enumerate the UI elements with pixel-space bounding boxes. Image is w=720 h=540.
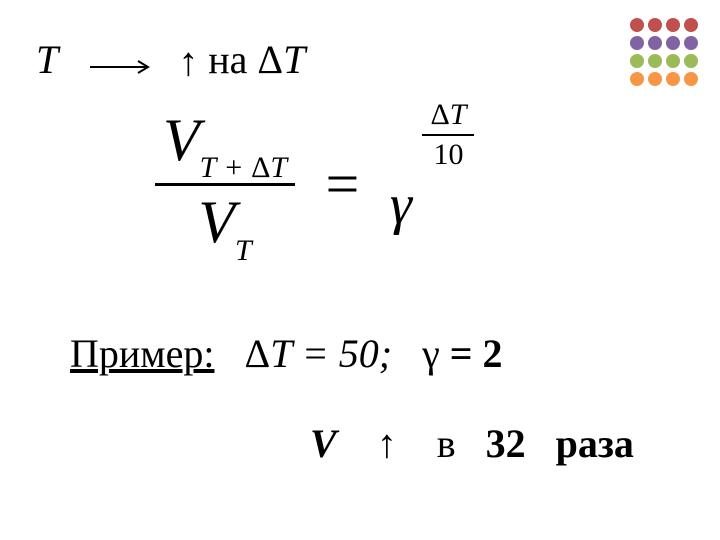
exponent-fraction: ΔT 10: [422, 100, 474, 170]
dot: [630, 72, 644, 86]
premise-line: T ↑ на ΔT: [36, 36, 305, 90]
delta-symbol: Δ: [257, 37, 283, 82]
right-arrow-icon: [90, 37, 154, 84]
subscript-T: T: [200, 151, 216, 184]
variable-T: T: [450, 98, 467, 131]
dot: [666, 36, 680, 50]
dot: [648, 54, 662, 68]
equals-sign: =: [326, 150, 360, 219]
dot: [630, 36, 644, 50]
dot: [630, 54, 644, 68]
dot: [684, 54, 698, 68]
variable-T: T: [270, 331, 292, 376]
dot: [684, 18, 698, 32]
text-na: на: [208, 37, 247, 82]
subscript-T: T: [270, 151, 287, 184]
variable-V: V: [310, 421, 337, 466]
dot: [684, 72, 698, 86]
dot: [648, 18, 662, 32]
variable-V: V: [163, 107, 200, 173]
variable-V: V: [198, 189, 235, 255]
value-50: = 50;: [292, 331, 392, 376]
corner-dots: [630, 18, 698, 86]
value-32: 32: [486, 421, 526, 466]
delta-symbol: Δ: [430, 98, 449, 131]
text-v: в: [437, 421, 456, 466]
main-formula: VT + ΔT VT = γ ΔT 10: [155, 110, 615, 280]
exponent-denominator: 10: [422, 140, 474, 170]
variable-gamma: γ: [422, 331, 440, 376]
example-label: Пример:: [70, 331, 214, 376]
left-fraction: VT + ΔT VT: [155, 110, 295, 260]
dot: [648, 36, 662, 50]
text-raza: раза: [556, 421, 634, 466]
subscript-T: T: [235, 234, 252, 267]
variable-gamma: γ: [390, 173, 412, 237]
dot: [684, 36, 698, 50]
dot: [666, 18, 680, 32]
result-line: V ↑ в 32 раза: [310, 420, 634, 467]
up-arrow-icon: ↑: [377, 421, 397, 466]
up-arrow-icon: ↑: [178, 38, 198, 85]
variable-T: T: [283, 37, 305, 82]
dot: [666, 72, 680, 86]
dot: [648, 72, 662, 86]
dot: [630, 18, 644, 32]
subscript-plus: +: [216, 151, 251, 184]
example-line: Пример: ΔT = 50; γ = 2: [70, 330, 503, 377]
dot: [666, 54, 680, 68]
subscript-delta: Δ: [251, 151, 270, 184]
value-2: = 2: [440, 331, 503, 376]
delta-symbol: Δ: [244, 331, 270, 376]
variable-T: T: [36, 37, 58, 82]
